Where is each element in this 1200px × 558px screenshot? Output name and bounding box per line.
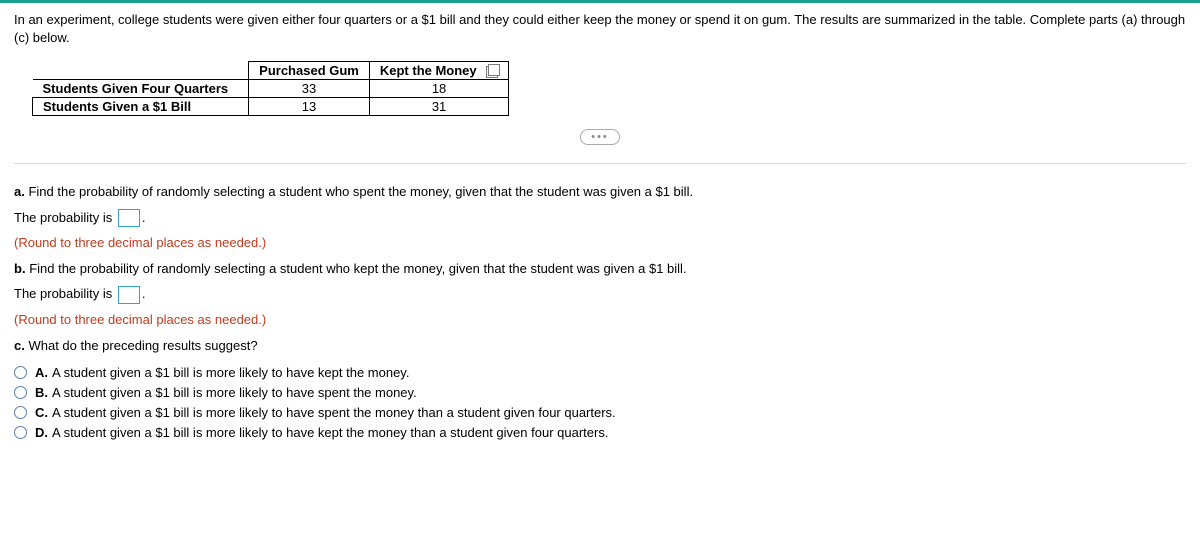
radio-b[interactable] xyxy=(14,386,27,399)
cell-1-2: 18 xyxy=(369,80,508,98)
table-corner xyxy=(33,62,249,80)
divider xyxy=(14,163,1186,164)
part-a-stem-before: The probability is xyxy=(14,210,116,225)
part-a-text: Find the probability of randomly selecti… xyxy=(28,184,693,199)
col-header-2-text: Kept the Money xyxy=(380,63,477,78)
cell-1-1: 33 xyxy=(249,80,370,98)
expand-row: ••• xyxy=(14,128,1186,145)
part-b-stem-after: . xyxy=(142,286,146,301)
option-d[interactable]: D. A student given a $1 bill is more like… xyxy=(14,425,1186,440)
expand-button[interactable]: ••• xyxy=(580,129,620,145)
part-a-hint: (Round to three decimal places as needed… xyxy=(14,233,1186,253)
option-c[interactable]: C. A student given a $1 bill is more like… xyxy=(14,405,1186,420)
option-c-letter: C. xyxy=(35,405,48,420)
options-list: A. A student given a $1 bill is more like… xyxy=(14,365,1186,440)
answer-input-b[interactable] xyxy=(118,286,140,304)
part-b-answer: The probability is . xyxy=(14,284,1186,304)
table-row: Students Given Four Quarters 33 18 xyxy=(33,80,509,98)
option-d-letter: D. xyxy=(35,425,48,440)
row-label-2: Students Given a $1 Bill xyxy=(33,98,249,116)
option-a-label: A. A student given a $1 bill is more like… xyxy=(35,365,409,380)
option-a[interactable]: A. A student given a $1 bill is more like… xyxy=(14,365,1186,380)
part-b-stem-before: The probability is xyxy=(14,286,116,301)
option-d-label: D. A student given a $1 bill is more like… xyxy=(35,425,608,440)
option-c-text: A student given a $1 bill is more likely… xyxy=(52,405,616,420)
part-b-hint: (Round to three decimal places as needed… xyxy=(14,310,1186,330)
part-c-text: What do the preceding results suggest? xyxy=(28,338,257,353)
data-table: Purchased Gum Kept the Money Students Gi… xyxy=(32,61,509,116)
intro-text: In an experiment, college students were … xyxy=(14,11,1186,47)
option-b-text: A student given a $1 bill is more likely… xyxy=(52,385,417,400)
answer-input-a[interactable] xyxy=(118,209,140,227)
col-header-2: Kept the Money xyxy=(369,62,508,80)
copy-icon[interactable] xyxy=(486,66,498,78)
radio-c[interactable] xyxy=(14,406,27,419)
option-d-text: A student given a $1 bill is more likely… xyxy=(52,425,608,440)
option-b[interactable]: B. A student given a $1 bill is more like… xyxy=(14,385,1186,400)
part-a-stem-after: . xyxy=(142,210,146,225)
option-b-label: B. A student given a $1 bill is more like… xyxy=(35,385,417,400)
cell-2-2: 31 xyxy=(369,98,508,116)
cell-2-1: 13 xyxy=(249,98,370,116)
part-c-prompt: c. What do the preceding results suggest… xyxy=(14,336,1186,356)
question-body: In an experiment, college students were … xyxy=(0,3,1200,459)
radio-d[interactable] xyxy=(14,426,27,439)
option-a-letter: A. xyxy=(35,365,48,380)
col-header-1: Purchased Gum xyxy=(249,62,370,80)
part-a-answer: The probability is . xyxy=(14,208,1186,228)
option-c-label: C. A student given a $1 bill is more like… xyxy=(35,405,616,420)
part-b-text: Find the probability of randomly selecti… xyxy=(29,261,686,276)
radio-a[interactable] xyxy=(14,366,27,379)
part-b-prompt: b. Find the probability of randomly sele… xyxy=(14,259,1186,279)
table-row: Students Given a $1 Bill 13 31 xyxy=(33,98,509,116)
option-b-letter: B. xyxy=(35,385,48,400)
option-a-text: A student given a $1 bill is more likely… xyxy=(52,365,409,380)
row-label-1: Students Given Four Quarters xyxy=(33,80,249,98)
data-table-wrap: Purchased Gum Kept the Money Students Gi… xyxy=(32,61,1186,116)
part-a-prompt: a. a. Find the probability of randomly s… xyxy=(14,182,1186,202)
